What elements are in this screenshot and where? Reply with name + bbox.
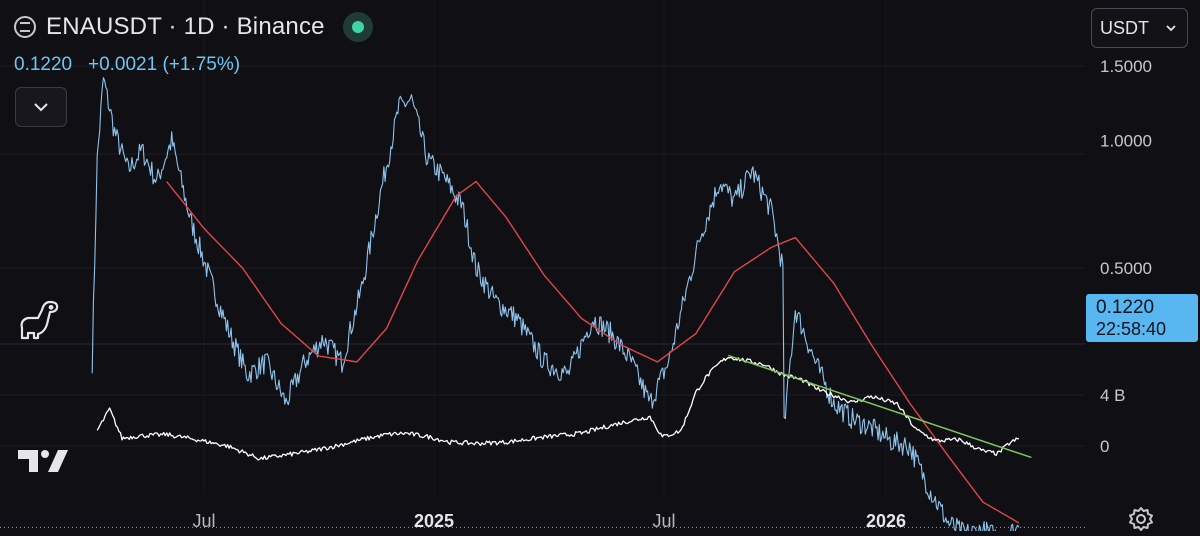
x-tick-label: 2025 <box>414 511 454 531</box>
chevron-down-icon <box>1166 25 1176 32</box>
trendline <box>727 354 1032 459</box>
axis-labels: 1.5000 1.0000 0.5000 4 B 0 Jul 2025 Jul 2026 <box>192 57 1152 531</box>
currency-label: USDT <box>1100 17 1149 38</box>
price-change-percent: (+1.75%) <box>162 54 241 75</box>
symbol-title[interactable]: ENAUSDT · 1D · Binance <box>46 13 325 40</box>
price-series-line <box>91 77 1020 536</box>
current-price-label: 0.1220 <box>1096 297 1155 318</box>
x-tick-label: 2026 <box>866 511 906 531</box>
chevron-down-icon <box>34 103 48 112</box>
bar-countdown: 22:58:40 <box>1096 319 1167 339</box>
indicator-y-tick-label: 0 <box>1100 437 1109 456</box>
last-price: 0.1220 <box>14 54 73 75</box>
price-change-readout: 0.1220 +0.0021 (+1.75%) <box>14 54 240 76</box>
indicator-line <box>96 356 1020 461</box>
indicator-y-tick-label: 4 B <box>1100 386 1126 405</box>
currency-select[interactable]: USDT <box>1091 8 1188 48</box>
x-tick-label: Jul <box>652 511 675 531</box>
chart-header: ENAUSDT · 1D · Binance <box>14 12 373 42</box>
collapse-legend-button[interactable] <box>15 87 67 127</box>
tradingview-logo-icon[interactable] <box>18 448 68 474</box>
dinosaur-icon[interactable] <box>14 298 60 342</box>
grid-lines <box>0 65 1085 447</box>
y-tick-label: 1.0000 <box>1100 132 1152 151</box>
y-tick-label: 1.5000 <box>1100 57 1152 76</box>
current-price-tag: 0.1220 22:58:40 <box>1086 294 1198 342</box>
gear-icon[interactable] <box>1128 506 1154 532</box>
y-tick-label: 0.5000 <box>1100 259 1152 278</box>
ena-coin-icon <box>14 16 36 38</box>
market-status-dot-icon[interactable] <box>342 12 373 42</box>
moving-average-line <box>166 180 1020 524</box>
series-layer <box>0 77 1085 536</box>
price-change: +0.0021 <box>87 54 158 75</box>
x-tick-label: Jul <box>192 511 215 531</box>
